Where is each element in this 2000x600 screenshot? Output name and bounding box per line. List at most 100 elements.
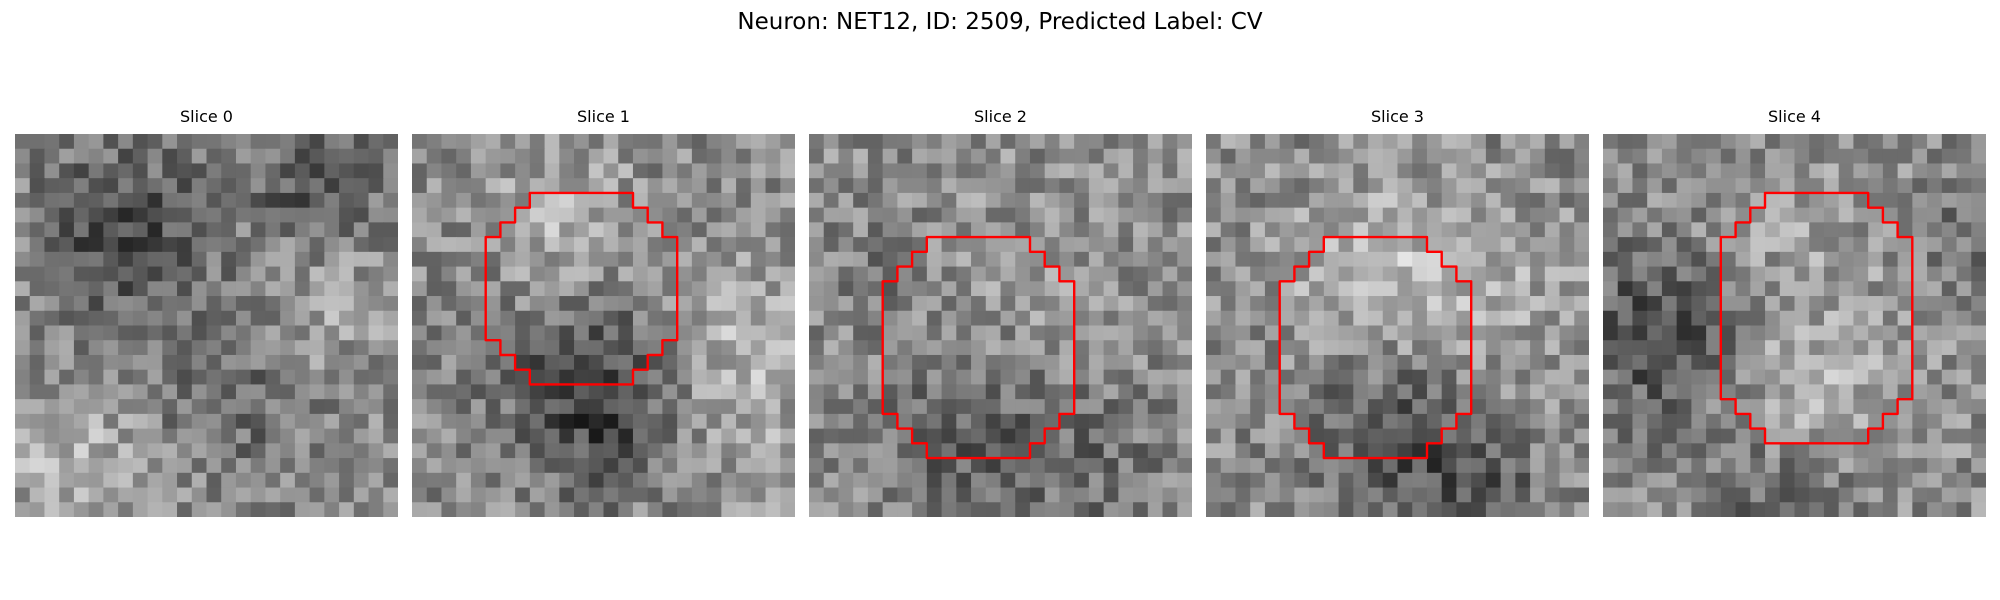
pixel	[191, 443, 208, 459]
pixel	[1015, 237, 1031, 253]
pixel	[1956, 399, 1972, 415]
pixel	[339, 281, 355, 297]
pixel	[956, 148, 972, 165]
pixel	[456, 413, 472, 430]
pixel	[1515, 178, 1531, 194]
pixel	[1971, 207, 1986, 223]
pixel	[1426, 502, 1443, 517]
pixel	[1882, 487, 1899, 503]
pixel	[544, 163, 560, 179]
pixel	[324, 399, 340, 415]
pixel	[73, 325, 90, 341]
pixel	[132, 148, 149, 165]
pixel	[1029, 325, 1046, 341]
pixel	[1720, 458, 1737, 474]
pixel	[1706, 502, 1722, 517]
pixel	[691, 134, 708, 150]
pixel	[1382, 251, 1399, 268]
pixel	[1809, 266, 1825, 282]
pixel	[662, 192, 678, 209]
pixel	[103, 472, 119, 489]
pixel	[59, 428, 75, 444]
pixel	[1676, 310, 1692, 327]
pixel	[1603, 251, 1619, 268]
pixel	[1279, 413, 1295, 430]
pixel	[368, 384, 384, 400]
pixel	[1029, 134, 1046, 150]
pixel	[1632, 428, 1648, 444]
pixel	[59, 443, 75, 459]
pixel	[1530, 340, 1546, 356]
pixel	[1617, 163, 1634, 179]
pixel	[250, 192, 267, 209]
pixel	[971, 443, 987, 459]
pixel	[412, 178, 428, 194]
pixel	[1309, 163, 1325, 179]
pixel	[1147, 369, 1164, 386]
pixel	[1779, 237, 1796, 253]
pixel	[559, 325, 575, 341]
pixel	[1941, 413, 1958, 430]
pixel	[59, 296, 75, 312]
pixel	[118, 369, 134, 386]
pixel	[1059, 237, 1075, 253]
pixel	[1118, 413, 1134, 430]
pixel	[1971, 443, 1986, 459]
pixel	[470, 413, 487, 430]
pixel	[1720, 384, 1737, 400]
pixel	[1471, 384, 1487, 400]
pixel	[265, 163, 281, 179]
pixel	[1441, 192, 1458, 209]
pixel	[324, 310, 340, 327]
pixel	[1750, 134, 1766, 150]
pixel	[1927, 340, 1943, 356]
pixel	[823, 266, 840, 282]
pixel	[912, 458, 928, 474]
pixel	[1133, 237, 1149, 253]
pixel	[1059, 310, 1075, 327]
pixel	[1574, 207, 1589, 223]
pixel	[853, 266, 869, 282]
pixel	[1941, 266, 1958, 282]
pixel	[1838, 325, 1855, 341]
pixel	[1162, 178, 1178, 194]
pixel	[941, 251, 957, 268]
pixel	[882, 369, 898, 386]
pixel	[1838, 163, 1855, 179]
pixel	[1177, 340, 1192, 356]
pixel	[1353, 325, 1369, 341]
pixel	[1015, 134, 1031, 150]
pixel	[867, 310, 884, 327]
pixel	[73, 163, 90, 179]
pixel	[1118, 296, 1134, 312]
pixel	[383, 413, 398, 430]
pixel	[1882, 443, 1899, 459]
pixel	[1088, 399, 1105, 415]
pixel	[1015, 281, 1031, 297]
pixel	[426, 443, 443, 459]
pixel	[368, 237, 384, 253]
pixel	[721, 399, 737, 415]
pixel	[1015, 266, 1031, 282]
pixel	[1294, 413, 1310, 430]
pixel	[1838, 502, 1855, 517]
pixel	[736, 163, 752, 179]
pixel	[353, 384, 370, 400]
pixel	[500, 192, 516, 209]
pixel	[103, 222, 119, 238]
pixel	[691, 472, 708, 489]
pixel	[1485, 192, 1502, 209]
pixel	[867, 340, 884, 356]
pixel	[265, 428, 281, 444]
pixel	[1559, 413, 1575, 430]
pixel	[1426, 207, 1443, 223]
pixel	[1368, 502, 1384, 517]
pixel	[1456, 207, 1472, 223]
pixel	[206, 458, 222, 474]
pixel	[1456, 266, 1472, 282]
pixel	[662, 384, 678, 400]
pixel	[44, 163, 60, 179]
pixel	[456, 237, 472, 253]
pixel	[59, 207, 75, 223]
pixel	[691, 354, 708, 371]
